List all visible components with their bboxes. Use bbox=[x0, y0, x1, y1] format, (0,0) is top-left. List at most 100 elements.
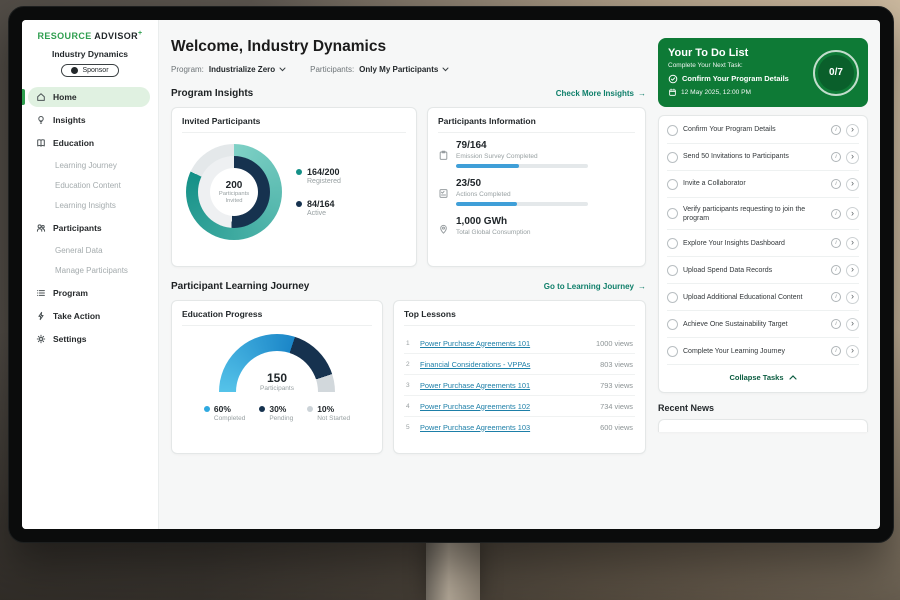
task-row-explore-insights[interactable]: Explore Your Insights Dashboard i › bbox=[667, 230, 859, 257]
active-label: Active bbox=[307, 210, 335, 217]
lesson-link[interactable]: Power Purchase Agreements 101 bbox=[420, 339, 590, 348]
sidebar-item-settings[interactable]: Settings bbox=[28, 329, 150, 349]
program-list-icon bbox=[36, 288, 46, 298]
sidebar-item-label: Home bbox=[53, 92, 77, 102]
learning-journey-header: Participant Learning Journey Go to Learn… bbox=[171, 281, 646, 292]
invited-center-value: 200 bbox=[226, 180, 243, 191]
chevron-right-button[interactable]: › bbox=[846, 151, 859, 164]
sidebar-item-learning-insights[interactable]: Learning Insights bbox=[28, 196, 150, 215]
insights-icon bbox=[36, 115, 46, 125]
chevron-right-button[interactable]: › bbox=[846, 345, 859, 358]
lesson-link[interactable]: Power Purchase Agreements 102 bbox=[420, 402, 594, 411]
task-row-confirm-program[interactable]: Confirm Your Program Details i › bbox=[667, 117, 859, 144]
sidebar-item-manage-participants[interactable]: Manage Participants bbox=[28, 261, 150, 280]
lesson-row: 2 Financial Considerations - VPPAs 803 v… bbox=[404, 354, 635, 375]
main-content: Welcome, Industry Dynamics Program: Indu… bbox=[159, 20, 658, 529]
registered-value: 164/200 bbox=[307, 167, 341, 177]
program-insights-cards: Invited Participants 200 Participants In… bbox=[171, 107, 646, 267]
task-row-verify-participants[interactable]: Verify participants requesting to join t… bbox=[667, 198, 859, 230]
participants-filter-label: Participants: bbox=[310, 65, 354, 74]
chevron-right-button[interactable]: › bbox=[846, 264, 859, 277]
task-row-achieve-target[interactable]: Achieve One Sustainability Target i › bbox=[667, 311, 859, 338]
arrow-right-icon: → bbox=[638, 282, 646, 291]
go-to-learning-journey-label: Go to Learning Journey bbox=[544, 282, 634, 291]
lesson-views: 600 views bbox=[600, 423, 633, 432]
task-row-complete-learning-journey[interactable]: Complete Your Learning Journey i › bbox=[667, 338, 859, 365]
check-more-insights-link[interactable]: Check More Insights → bbox=[556, 89, 646, 98]
participants-dropdown[interactable]: Only My Participants bbox=[359, 65, 449, 74]
sidebar-item-label: Education bbox=[53, 138, 94, 148]
dashboard-screen: RESOURCE ADVISOR+ Industry Dynamics Spon… bbox=[22, 20, 880, 529]
task-row-upload-educational-content[interactable]: Upload Additional Educational Content i … bbox=[667, 284, 859, 311]
task-row-upload-spend-data[interactable]: Upload Spend Data Records i › bbox=[667, 257, 859, 284]
task-checkbox[interactable] bbox=[667, 238, 678, 249]
logo-primary-text: RESOURCE bbox=[37, 31, 91, 41]
location-pin-icon bbox=[438, 218, 449, 240]
not-started-dot-icon bbox=[307, 406, 313, 412]
info-icon[interactable]: i bbox=[831, 209, 841, 219]
chevron-right-button[interactable]: › bbox=[846, 124, 859, 137]
sidebar-item-education-content[interactable]: Education Content bbox=[28, 176, 150, 195]
sidebar-item-learning-journey[interactable]: Learning Journey bbox=[28, 156, 150, 175]
sidebar-item-take-action[interactable]: Take Action bbox=[28, 306, 150, 326]
chevron-right-button[interactable]: › bbox=[846, 178, 859, 191]
info-icon[interactable]: i bbox=[831, 292, 841, 302]
chevron-right-button[interactable]: › bbox=[846, 291, 859, 304]
invited-participants-card: Invited Participants 200 Participants In… bbox=[171, 107, 417, 267]
emission-survey-value: 79/164 bbox=[456, 140, 588, 151]
task-checkbox[interactable] bbox=[667, 346, 678, 357]
task-checkbox[interactable] bbox=[667, 208, 678, 219]
invited-card-title: Invited Participants bbox=[182, 116, 406, 133]
todo-subtitle: Complete Your Next Task: bbox=[668, 62, 806, 69]
info-icon[interactable]: i bbox=[831, 265, 841, 275]
task-label: Upload Additional Educational Content bbox=[683, 293, 826, 302]
task-row-invite-collaborator[interactable]: Invite a Collaborator i › bbox=[667, 171, 859, 198]
sidebar-item-participants[interactable]: Participants bbox=[28, 218, 150, 238]
sidebar-item-insights[interactable]: Insights bbox=[28, 110, 150, 130]
lesson-rank: 5 bbox=[406, 424, 414, 431]
active-dot-icon bbox=[296, 201, 302, 207]
todo-next-task[interactable]: Confirm Your Program Details bbox=[668, 74, 806, 84]
task-checkbox[interactable] bbox=[667, 152, 678, 163]
registered-label: Registered bbox=[307, 178, 341, 185]
collapse-tasks-button[interactable]: Collapse Tasks bbox=[667, 365, 859, 391]
task-row-send-invitations[interactable]: Send 50 Invitations to Participants i › bbox=[667, 144, 859, 171]
legend-item-registered: 164/200 Registered bbox=[296, 167, 341, 185]
emission-survey-label: Emission Survey Completed bbox=[456, 153, 588, 160]
sidebar-item-label: Program bbox=[53, 288, 88, 298]
program-dropdown[interactable]: Industrialize Zero bbox=[209, 65, 286, 74]
chevron-down-icon bbox=[442, 67, 449, 72]
todo-due-date: 12 May 2025, 12:00 PM bbox=[668, 88, 806, 97]
info-icon[interactable]: i bbox=[831, 125, 841, 135]
sidebar-item-home[interactable]: Home bbox=[28, 87, 150, 107]
task-checkbox[interactable] bbox=[667, 319, 678, 330]
sidebar-item-program[interactable]: Program bbox=[28, 283, 150, 303]
lesson-views: 1000 views bbox=[596, 339, 633, 348]
sidebar-item-label: Participants bbox=[53, 223, 102, 233]
chevron-right-button[interactable]: › bbox=[846, 207, 859, 220]
chevron-right-button[interactable]: › bbox=[846, 318, 859, 331]
task-checkbox[interactable] bbox=[667, 179, 678, 190]
registered-dot-icon bbox=[296, 169, 302, 175]
info-icon[interactable]: i bbox=[831, 319, 841, 329]
checklist-icon bbox=[438, 180, 449, 206]
todo-progress-ring: 0/7 bbox=[813, 50, 859, 96]
sidebar-item-education[interactable]: Education bbox=[28, 133, 150, 153]
task-checkbox[interactable] bbox=[667, 292, 678, 303]
info-icon[interactable]: i bbox=[831, 346, 841, 356]
lesson-link[interactable]: Power Purchase Agreements 103 bbox=[420, 423, 594, 432]
task-checkbox[interactable] bbox=[667, 125, 678, 136]
sidebar-item-general-data[interactable]: General Data bbox=[28, 241, 150, 260]
sponsor-badge[interactable]: Sponsor bbox=[61, 64, 118, 77]
check-more-insights-label: Check More Insights bbox=[556, 89, 634, 98]
go-to-learning-journey-link[interactable]: Go to Learning Journey → bbox=[544, 282, 646, 291]
program-insights-header: Program Insights Check More Insights → bbox=[171, 88, 646, 99]
lesson-link[interactable]: Power Purchase Agreements 101 bbox=[420, 381, 594, 390]
task-checkbox[interactable] bbox=[667, 265, 678, 276]
info-icon[interactable]: i bbox=[831, 152, 841, 162]
legend-item-completed: 60% Completed bbox=[204, 404, 245, 422]
info-icon[interactable]: i bbox=[831, 238, 841, 248]
info-icon[interactable]: i bbox=[831, 179, 841, 189]
lesson-link[interactable]: Financial Considerations - VPPAs bbox=[420, 360, 594, 369]
chevron-right-button[interactable]: › bbox=[846, 237, 859, 250]
